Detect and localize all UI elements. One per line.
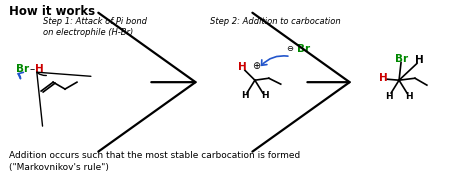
- Text: H: H: [35, 64, 44, 74]
- Text: H: H: [241, 91, 249, 100]
- Text: H: H: [405, 92, 413, 102]
- Text: ⊖: ⊖: [286, 44, 293, 53]
- Text: Addition occurs such that the most stable carbocation is formed
("Markovnikov's : Addition occurs such that the most stabl…: [9, 151, 301, 172]
- Text: Br: Br: [16, 64, 29, 74]
- Text: ⊕: ⊕: [252, 61, 260, 71]
- Text: Step 2: Addition to carbocation: Step 2: Addition to carbocation: [210, 17, 341, 26]
- Text: Br: Br: [297, 44, 310, 54]
- Text: H: H: [379, 73, 388, 83]
- Text: –: –: [29, 64, 35, 74]
- Text: H: H: [415, 56, 423, 65]
- Text: How it works: How it works: [9, 5, 95, 18]
- Text: Step 1: Attack of Pi bond
on electrophile (H-Br): Step 1: Attack of Pi bond on electrophil…: [43, 17, 147, 37]
- Text: Br: Br: [395, 53, 408, 64]
- Text: H: H: [237, 62, 246, 72]
- FancyArrowPatch shape: [18, 72, 23, 79]
- Text: H: H: [261, 91, 269, 100]
- Text: H: H: [385, 92, 393, 102]
- FancyArrowPatch shape: [262, 56, 288, 65]
